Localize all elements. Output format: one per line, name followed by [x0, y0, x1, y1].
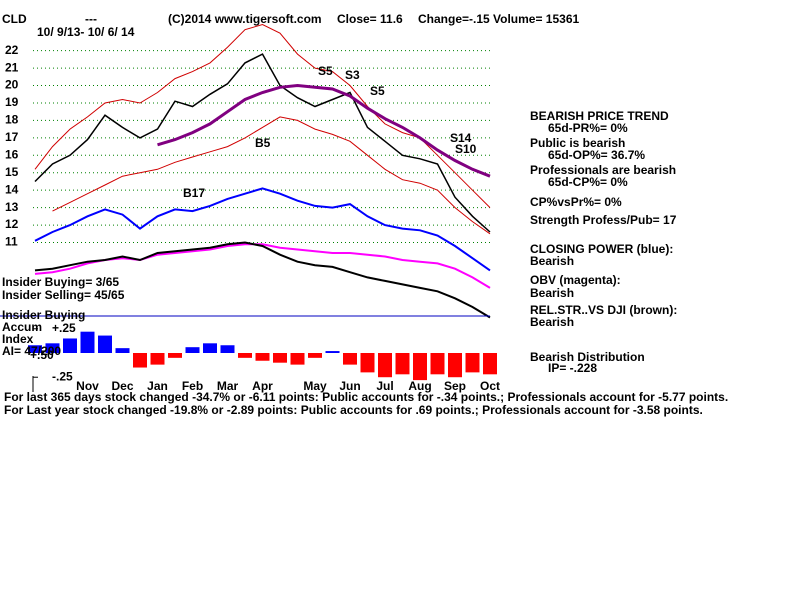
x-tick-label: Apr — [252, 379, 273, 393]
y-tick-label: 17 — [5, 130, 19, 144]
bar — [413, 353, 427, 381]
y-tick-label: 12 — [5, 217, 19, 231]
x-tick-label: Oct — [480, 379, 500, 393]
symbol: CLD — [2, 12, 27, 26]
bar — [150, 353, 165, 365]
footer-line: For Last year stock changed -19.8% or -2… — [4, 403, 703, 417]
side-note: Bearish — [530, 254, 574, 268]
side-note: OBV (magenta): — [530, 273, 621, 287]
bar — [465, 353, 480, 373]
dash: --- — [85, 12, 97, 26]
left-note: Insider Buying — [2, 308, 85, 322]
series-line — [34, 241, 491, 319]
y-tick-label: 15 — [5, 165, 19, 179]
side-note: 65d-PR%= 0% — [548, 121, 628, 135]
side-note: Public is bearish — [530, 136, 625, 150]
x-tick-label: Jun — [339, 379, 360, 393]
bar — [483, 353, 497, 375]
side-note: CLOSING POWER (blue): — [530, 242, 673, 256]
side-note: 65d-CP%= 0% — [548, 175, 628, 189]
bar — [378, 353, 392, 378]
bar — [273, 353, 287, 363]
side-note: REL.STR..VS DJI (brown): — [530, 303, 677, 317]
annotation: S14 — [450, 131, 472, 145]
bar — [325, 351, 340, 353]
x-tick-label: Dec — [111, 379, 133, 393]
source: (C)2014 www.tigersoft.com — [168, 12, 322, 26]
date-range: 10/ 9/13- 10/ 6/ 14 — [37, 25, 135, 39]
bar — [448, 353, 462, 378]
volume: Volume= 15361 — [493, 12, 579, 26]
bar — [290, 353, 305, 365]
side-note: Bearish — [530, 286, 574, 300]
bar — [133, 353, 147, 368]
annotation: B17 — [183, 186, 205, 200]
y-tick-label: +.25 — [52, 321, 76, 335]
bar — [45, 343, 60, 353]
left-note: AI= 47/200 — [2, 344, 61, 358]
bar — [255, 353, 270, 361]
left-note: Insider Selling= 45/65 — [2, 288, 125, 302]
side-note: Bearish — [530, 315, 574, 329]
y-tick-label: 20 — [5, 78, 19, 92]
bar — [28, 345, 42, 353]
close: Close= 11.6 — [337, 12, 403, 26]
bar — [185, 347, 200, 353]
annotation: S3 — [345, 68, 360, 82]
bar — [308, 353, 322, 358]
x-tick-label: Sep — [444, 379, 466, 393]
series-line — [52, 116, 491, 235]
x-tick-label: Jan — [147, 379, 168, 393]
bar — [343, 353, 357, 365]
bar — [63, 338, 77, 353]
bar — [203, 343, 217, 353]
bar — [395, 353, 410, 375]
y-tick-label: 11 — [5, 235, 18, 249]
annotation: S5 — [318, 64, 333, 78]
side-note: 65d-OP%= 36.7% — [548, 148, 645, 162]
side-note: BEARISH PRICE TREND — [530, 109, 669, 123]
y-tick-label: 19 — [5, 95, 19, 109]
x-tick-label: May — [303, 379, 327, 393]
bar — [168, 353, 182, 358]
x-tick-label: Nov — [76, 379, 99, 393]
bar — [80, 331, 95, 353]
left-note: +.50 — [30, 348, 54, 362]
left-note: Insider Buying= 3/65 — [2, 275, 119, 289]
x-tick-label: Aug — [408, 379, 431, 393]
annotation: S5 — [370, 84, 385, 98]
footer-line: For last 365 days stock changed -34.7% o… — [4, 390, 728, 404]
x-tick-label: Feb — [182, 379, 203, 393]
bar — [430, 353, 445, 375]
side-note: Professionals are bearish — [530, 163, 676, 177]
y-tick-label: 13 — [5, 200, 19, 214]
annotation: S10 — [455, 142, 477, 156]
y-tick-label: 14 — [5, 182, 19, 196]
annotation: B5 — [255, 136, 271, 150]
y-tick-label: 22 — [5, 43, 19, 57]
series-line — [34, 187, 491, 272]
series-line — [157, 83, 491, 178]
x-tick-label: Jul — [376, 379, 393, 393]
y-tick-label: 16 — [5, 147, 19, 161]
y-tick-label: -.25 — [52, 369, 73, 383]
x-tick-label: Mar — [217, 379, 239, 393]
y-tick-label: 21 — [5, 60, 19, 74]
change: Change=-.15 — [418, 12, 490, 26]
left-note: Index — [2, 332, 34, 346]
side-note: Strength Profess/Pub= 17 — [530, 213, 677, 227]
bar — [360, 353, 375, 373]
bar — [238, 353, 252, 358]
bar — [98, 335, 112, 353]
bar — [115, 348, 130, 353]
side-note: IP= -.228 — [548, 361, 597, 375]
left-note: Accum — [2, 320, 42, 334]
y-tick-label: 18 — [5, 113, 19, 127]
bar — [220, 345, 235, 353]
side-note: CP%vsPr%= 0% — [530, 195, 622, 209]
side-note: Bearish Distribution — [530, 350, 645, 364]
series-line — [34, 53, 491, 233]
